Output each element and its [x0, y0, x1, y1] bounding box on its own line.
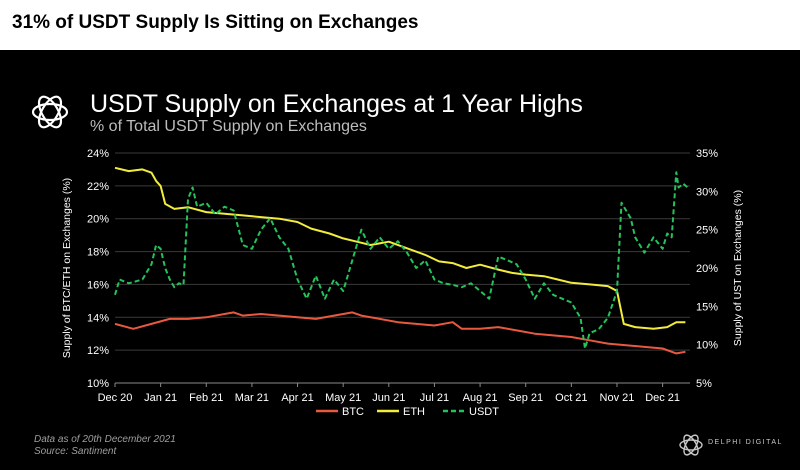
footer-source: Source: Santiment — [34, 446, 117, 457]
y-left-tick-label: 12% — [87, 345, 109, 357]
x-tick-label: Oct 21 — [555, 392, 587, 404]
y-left-tick-label: 10% — [87, 378, 109, 390]
y-right-tick-label: 25% — [696, 225, 718, 237]
x-tick-label: May 21 — [325, 392, 361, 404]
delphi-logo-icon — [31, 95, 69, 129]
x-tick-label: Dec 21 — [645, 392, 680, 404]
y-right-tick-label: 35% — [696, 148, 718, 160]
x-tick-label: Sep 21 — [508, 392, 543, 404]
x-tick-label: Jun 21 — [372, 392, 405, 404]
y-left-tick-label: 24% — [87, 148, 109, 160]
y-right-tick-label: 10% — [696, 340, 718, 352]
y-right-tick-label: 20% — [696, 263, 718, 275]
chart-title: USDT Supply on Exchanges at 1 Year Highs — [90, 90, 583, 118]
series-line-btc — [114, 311, 686, 355]
y-right-axis-label: Supply of UST on Exchanges (%) — [732, 190, 744, 346]
footer-note: Data as of 20th December 2021 — [34, 434, 176, 445]
x-tick-label: Dec 20 — [98, 392, 133, 404]
chart-subtitle: % of Total USDT Supply on Exchanges — [90, 118, 367, 135]
x-tick-label: Feb 21 — [189, 392, 223, 404]
x-tick-label: Aug 21 — [463, 392, 498, 404]
y-left-tick-label: 20% — [87, 214, 109, 226]
y-right-tick-label: 30% — [696, 186, 718, 198]
y-left-axis-label: Supply of BTC/ETH on Exchanges (%) — [61, 178, 73, 358]
delphi-brand-icon — [679, 434, 703, 456]
x-tick-label: Jul 21 — [420, 392, 449, 404]
chart-svg: 10% 12% 14% 16% 18% 20% 22% 24% 5% 10% 15% 20% 25% 30… — [61, 148, 744, 418]
headline: 31% of USDT Supply Is Sitting on Exchang… — [12, 12, 419, 33]
y-right-tick-label: 5% — [696, 378, 712, 390]
legend-label-btc: BTC — [342, 406, 364, 418]
x-tick-label: Jan 21 — [144, 392, 177, 404]
legend-label-eth: ETH — [403, 406, 425, 418]
brand-name: DELPHI DIGITAL — [708, 439, 783, 446]
y-left-tick-label: 18% — [87, 247, 109, 259]
chart-panel: USDT Supply on Exchanges at 1 Year Highs… — [0, 50, 800, 470]
series-line-eth — [114, 166, 686, 330]
series-line-usdt — [114, 171, 689, 350]
x-tick-label: Apr 21 — [281, 392, 313, 404]
y-left-tick-label: 14% — [87, 312, 109, 324]
x-tick-label: Nov 21 — [600, 392, 635, 404]
legend-label-usdt: USDT — [469, 406, 499, 418]
y-right-tick-label: 15% — [696, 301, 718, 313]
x-tick-label: Mar 21 — [235, 392, 269, 404]
y-left-tick-label: 22% — [87, 181, 109, 193]
y-left-tick-label: 16% — [87, 279, 109, 291]
